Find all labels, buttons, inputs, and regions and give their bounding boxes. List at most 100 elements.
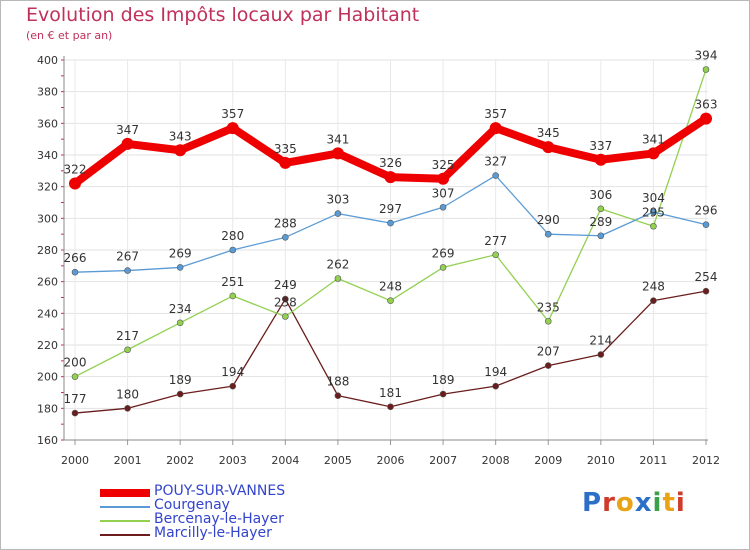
x-tick-label: 2003 [219, 454, 247, 467]
data-label: 290 [537, 213, 560, 227]
data-point [124, 346, 131, 354]
logo-letter: i [652, 488, 663, 518]
data-point [176, 264, 184, 271]
x-tick-label: 2004 [271, 454, 299, 467]
data-point [542, 141, 555, 154]
x-tick-label: 2010 [587, 454, 615, 467]
data-point [492, 382, 499, 390]
data-label: 248 [379, 280, 402, 294]
data-point [384, 171, 397, 184]
data-point [544, 230, 552, 238]
data-label: 322 [64, 163, 87, 177]
y-tick-label: 320 [37, 181, 58, 194]
data-point [334, 210, 342, 217]
data-label: 189 [169, 373, 192, 387]
data-label: 254 [695, 270, 718, 284]
y-tick-label: 400 [37, 54, 58, 67]
data-point [544, 362, 552, 369]
data-point [489, 122, 502, 135]
data-label: 341 [326, 132, 349, 146]
logo-letter: i [675, 488, 686, 518]
data-label: 277 [484, 234, 507, 248]
data-point [387, 403, 394, 411]
data-label: 188 [326, 375, 349, 389]
data-label: 325 [432, 158, 455, 172]
logo-letter: r [602, 488, 616, 518]
data-point [702, 287, 710, 295]
data-label: 207 [537, 345, 560, 359]
legend-label: Bercenay-le-Hayer [154, 511, 284, 527]
y-tick-label: 380 [37, 86, 58, 99]
data-label: 288 [274, 216, 297, 230]
data-point [229, 246, 237, 254]
y-tick-label: 240 [37, 307, 58, 320]
data-point [597, 351, 605, 358]
data-label: 280 [221, 229, 244, 243]
data-label: 269 [169, 246, 192, 260]
data-label: 394 [695, 49, 718, 63]
data-label: 194 [221, 365, 244, 379]
legend-swatch [100, 520, 150, 522]
data-label: 248 [642, 280, 665, 294]
y-tick-label: 180 [37, 402, 58, 415]
data-label: 200 [64, 356, 87, 370]
proxiti-logo: Proxiti [582, 488, 686, 518]
data-point [176, 390, 184, 398]
x-tick-label: 2006 [377, 454, 405, 467]
data-point [647, 147, 660, 160]
data-label: 180 [116, 387, 139, 401]
logo-letter: t [662, 488, 676, 518]
data-point [176, 319, 184, 327]
chart-subtitle: (en € et par an) [26, 29, 113, 42]
data-label: 194 [484, 365, 507, 379]
y-tick-label: 260 [37, 276, 58, 289]
data-point [387, 297, 394, 304]
data-label: 217 [116, 329, 139, 343]
x-tick-label: 2012 [692, 454, 720, 467]
data-label: 341 [642, 132, 665, 146]
data-label: 234 [169, 302, 192, 316]
data-point [650, 297, 657, 304]
data-label: 177 [64, 392, 87, 406]
x-tick-label: 2000 [61, 454, 89, 467]
data-point [121, 137, 134, 150]
x-tick-label: 2007 [429, 454, 457, 467]
y-tick-label: 280 [37, 244, 58, 257]
data-point [282, 295, 289, 303]
data-label: 363 [695, 98, 718, 112]
data-point [597, 205, 605, 213]
data-label: 238 [274, 296, 297, 310]
data-point [226, 122, 239, 135]
data-point [650, 222, 657, 230]
logo-letter: P [582, 488, 603, 518]
data-label: 327 [484, 155, 507, 169]
x-tick-label: 2009 [534, 454, 562, 467]
data-label: 307 [432, 186, 455, 200]
data-point [282, 313, 289, 320]
data-point [700, 112, 712, 125]
data-label: 357 [484, 107, 507, 121]
x-tick-label: 2001 [114, 454, 142, 467]
x-tick-label: 2011 [639, 454, 667, 467]
data-point [174, 144, 187, 157]
data-point [702, 66, 710, 73]
chart-title: Evolution des Impôts locaux par Habitant [26, 4, 420, 26]
data-label: 357 [221, 107, 244, 121]
legend-swatch [100, 489, 150, 497]
data-label: 214 [589, 334, 612, 348]
data-label: 335 [274, 142, 297, 156]
data-point [334, 275, 342, 282]
data-label: 304 [642, 191, 665, 205]
data-point [331, 147, 344, 160]
y-tick-label: 300 [37, 212, 58, 225]
logo-letter: x [634, 488, 653, 518]
data-label: 269 [432, 246, 455, 260]
x-tick-label: 2005 [324, 454, 352, 467]
data-label: 249 [274, 278, 297, 292]
logo-letter: o [615, 488, 635, 518]
data-point [387, 219, 394, 227]
data-label: 343 [169, 129, 192, 143]
data-point [71, 409, 79, 417]
data-label: 267 [116, 250, 139, 264]
data-point [124, 405, 131, 412]
